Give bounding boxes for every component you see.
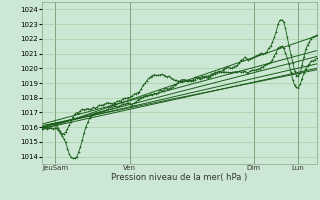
X-axis label: Pression niveau de la mer( hPa ): Pression niveau de la mer( hPa ) bbox=[111, 173, 247, 182]
